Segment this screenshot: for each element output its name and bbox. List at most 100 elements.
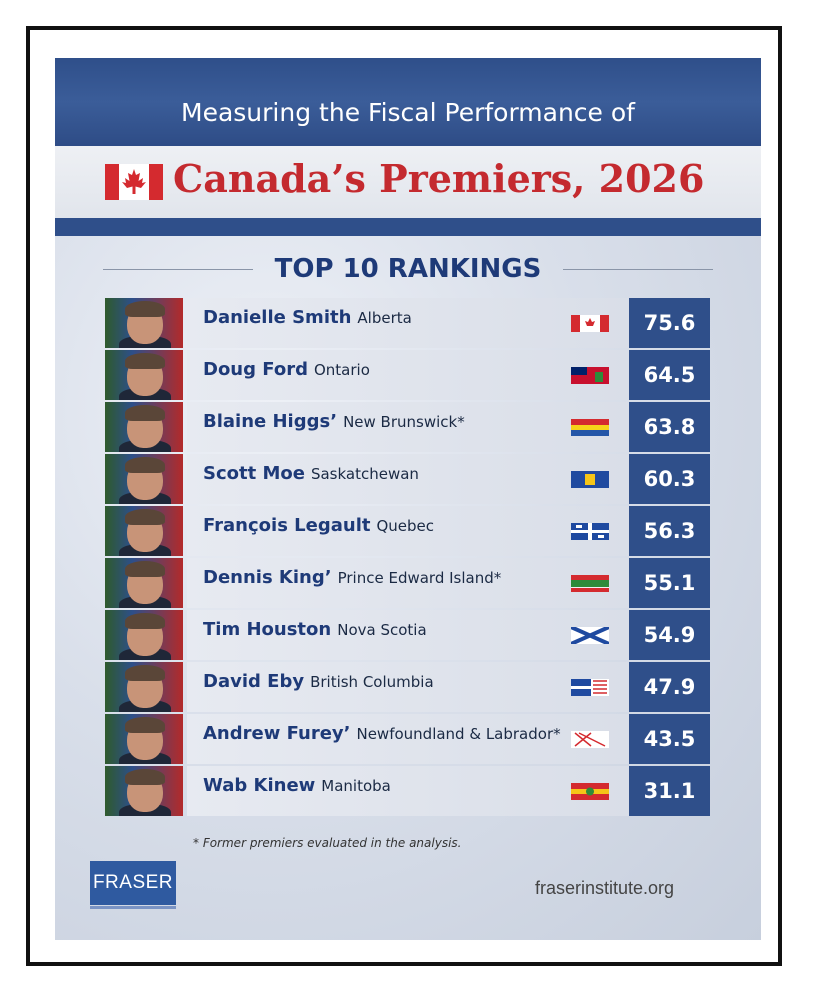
ranking-row: Danielle Smith Alberta 75.6 [105,298,710,348]
premier-photo-hair [125,769,165,785]
premier-photo-hair [125,613,165,629]
ranking-bar [187,402,629,452]
premier-photo-hair [125,353,165,369]
bc-flag-icon [571,679,609,696]
heading-rule-right [563,269,713,270]
premier-name-text: Scott Moe [203,463,305,484]
premier-name: Tim Houston Nova Scotia [203,619,427,640]
score-value: 64.5 [629,350,710,400]
premier-photo [105,506,183,556]
premier-photo-hair [125,457,165,473]
province-name: New Brunswick* [343,413,465,431]
premier-photo-hair [125,717,165,733]
premier-photo [105,402,183,452]
premier-name-text: Danielle Smith [203,307,352,328]
premier-photo-hair [125,405,165,421]
premier-photo [105,350,183,400]
ranking-bar [187,558,629,608]
premier-name-text: Wab Kinew [203,775,316,796]
premier-photo [105,558,183,608]
ranking-row: Doug Ford Ontario 64.5 [105,350,710,400]
ranking-row: Tim Houston Nova Scotia 54.9 [105,610,710,660]
province-name: Quebec [376,517,435,535]
ranking-row: François Legault Quebec 56.3 [105,506,710,556]
ranking-row: Blaine Higgs’ New Brunswick* 63.8 [105,402,710,452]
province-name: Ontario [313,361,370,379]
province-name: Manitoba [321,777,391,795]
title-banner-stripe [55,218,761,236]
premier-photo [105,766,183,816]
section-title: TOP 10 RANKINGS [274,254,542,284]
province-name: Newfoundland & Labrador* [356,725,561,743]
score-value: 54.9 [629,610,710,660]
pei-flag-icon [571,575,609,592]
main-title: Canada’s Premiers, 2026 [173,156,705,201]
premier-photo-hair [125,561,165,577]
ranking-bar [187,298,629,348]
newfoundland-flag-icon [571,731,609,748]
premier-name-text: Tim Houston [203,619,332,640]
ranking-bar [187,350,629,400]
section-heading: TOP 10 RANKINGS [55,254,761,284]
nova-scotia-flag-icon [571,627,609,644]
infographic-poster: Measuring the Fiscal Performance of Cana… [55,58,761,940]
premier-name-text: François Legault [203,515,371,536]
new-brunswick-flag-icon [571,419,609,436]
province-name: Saskatchewan [310,465,419,483]
province-name: Alberta [357,309,412,327]
score-value: 55.1 [629,558,710,608]
score-value: 56.3 [629,506,710,556]
main-title-banner: Canada’s Premiers, 2026 [55,146,761,218]
premier-photo [105,298,183,348]
premier-photo-hair [125,665,165,681]
ranking-bar [187,714,629,764]
premier-photo-hair [125,301,165,317]
score-value: 43.5 [629,714,710,764]
premier-name: David Eby British Columbia [203,671,434,692]
fraser-logo: FRASER [90,861,176,909]
website-link[interactable]: fraserinstitute.org [535,878,675,898]
premier-name: Blaine Higgs’ New Brunswick* [203,411,465,432]
ranking-bar [187,506,629,556]
premier-name-text: Blaine Higgs’ [203,411,338,432]
quebec-flag-icon [571,523,609,540]
ontario-flag-icon [571,367,609,384]
heading-rule-left [103,269,253,270]
ranking-row: David Eby British Columbia 47.9 [105,662,710,712]
premier-photo [105,714,183,764]
title-banner: Measuring the Fiscal Performance of [55,58,761,146]
score-value: 31.1 [629,766,710,816]
province-name: Nova Scotia [337,621,427,639]
premier-photo [105,454,183,504]
premier-name: Scott Moe Saskatchewan [203,463,419,484]
canada-flag-icon [105,164,163,200]
score-value: 63.8 [629,402,710,452]
score-value: 60.3 [629,454,710,504]
province-name: Prince Edward Island* [337,569,502,587]
premier-name: Dennis King’ Prince Edward Island* [203,567,501,588]
ranking-bar [187,454,629,504]
premier-name: François Legault Quebec [203,515,434,536]
premier-photo [105,662,183,712]
ranking-bar [187,766,629,816]
ranking-row: Wab Kinew Manitoba 31.1 [105,766,710,816]
premier-name: Wab Kinew Manitoba [203,775,391,796]
premier-name-text: David Eby [203,671,305,692]
premier-photo-hair [125,509,165,525]
premier-name: Andrew Furey’ Newfoundland & Labrador* [203,723,561,744]
province-name: British Columbia [310,673,434,691]
ranking-bar [187,662,629,712]
score-value: 75.6 [629,298,710,348]
premier-name: Doug Ford Ontario [203,359,370,380]
manitoba-flag-icon [571,783,609,800]
premier-name-text: Doug Ford [203,359,308,380]
canada-flag-icon [571,315,609,332]
premier-photo [105,610,183,660]
saskatchewan-flag-icon [571,471,609,488]
premier-name-text: Dennis King’ [203,567,332,588]
ranking-row: Dennis King’ Prince Edward Island* 55.1 [105,558,710,608]
ranking-bar [187,610,629,660]
premier-name: Danielle Smith Alberta [203,307,412,328]
ranking-row: Andrew Furey’ Newfoundland & Labrador* 43.… [105,714,710,764]
footnote: * Former premiers evaluated in the analy… [193,836,462,850]
